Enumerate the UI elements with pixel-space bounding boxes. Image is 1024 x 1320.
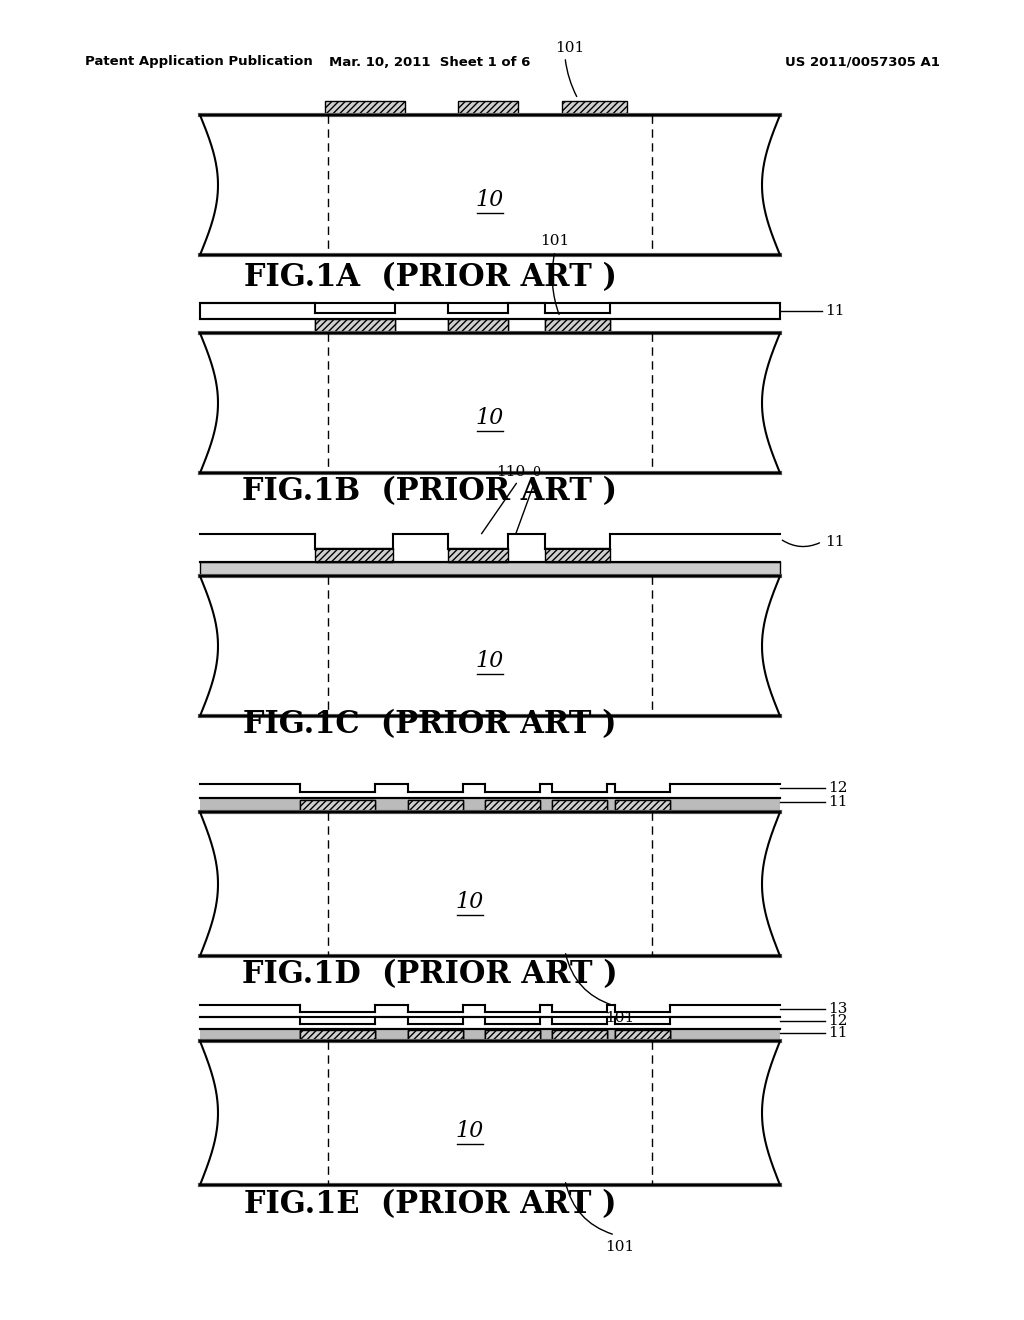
Bar	[552, 800, 607, 812]
Text: 101: 101	[605, 1239, 635, 1254]
Bar	[200, 562, 780, 576]
Bar	[325, 102, 406, 115]
Bar	[552, 800, 607, 812]
Text: Patent Application Publication: Patent Application Publication	[85, 55, 312, 69]
Text: FIG.1E  (PRIOR ART ): FIG.1E (PRIOR ART )	[244, 1189, 616, 1221]
Bar	[485, 800, 540, 812]
Bar	[300, 800, 375, 812]
Text: 13: 13	[828, 1002, 848, 1016]
Bar	[315, 319, 395, 333]
Bar	[615, 800, 670, 812]
Bar	[300, 1030, 375, 1041]
Bar	[200, 799, 780, 812]
Bar	[315, 548, 393, 562]
Text: FIG.1A  (PRIOR ART ): FIG.1A (PRIOR ART )	[244, 263, 616, 293]
Bar	[408, 1030, 463, 1041]
Text: FIG.1D  (PRIOR ART ): FIG.1D (PRIOR ART )	[243, 960, 617, 990]
Bar	[485, 800, 540, 812]
Text: 12: 12	[828, 1014, 848, 1028]
Bar	[449, 319, 508, 333]
Text: FIG.1C  (PRIOR ART ): FIG.1C (PRIOR ART )	[244, 710, 616, 741]
Bar	[485, 1030, 540, 1041]
Bar	[615, 1030, 670, 1041]
Bar	[200, 304, 780, 319]
Bar	[300, 800, 375, 812]
Bar	[615, 800, 670, 812]
Bar	[408, 800, 463, 812]
Text: 101: 101	[555, 41, 585, 55]
Text: 11: 11	[825, 535, 845, 549]
Bar	[552, 1030, 607, 1041]
Bar	[545, 548, 610, 562]
Bar	[300, 800, 375, 812]
Bar	[300, 1030, 375, 1041]
Bar	[485, 1030, 540, 1041]
Bar	[615, 1030, 670, 1041]
Bar	[200, 784, 780, 799]
Bar	[449, 319, 508, 333]
Text: 10: 10	[456, 1119, 484, 1142]
Bar	[552, 800, 607, 812]
Bar	[300, 1030, 375, 1041]
Text: 10: 10	[476, 649, 504, 672]
Bar	[200, 1016, 780, 1030]
Bar	[408, 1030, 463, 1041]
Bar	[562, 102, 627, 115]
Text: 11: 11	[828, 795, 848, 809]
Bar	[449, 548, 508, 562]
Text: 101: 101	[605, 1011, 635, 1026]
Text: 12: 12	[828, 781, 848, 795]
Bar	[200, 1005, 780, 1016]
Text: 11: 11	[828, 1026, 848, 1040]
Bar	[615, 1030, 670, 1041]
Text: 110: 110	[496, 465, 525, 479]
Text: 10: 10	[456, 891, 484, 913]
Bar	[408, 800, 463, 812]
Bar	[300, 1030, 375, 1041]
Bar	[408, 1030, 463, 1041]
Text: 0: 0	[532, 466, 540, 479]
Bar	[408, 1030, 463, 1041]
Text: 101: 101	[541, 234, 569, 248]
Bar	[485, 800, 540, 812]
Bar	[552, 1030, 607, 1041]
Bar	[408, 800, 463, 812]
Text: 11: 11	[825, 304, 845, 318]
Bar	[458, 102, 518, 115]
Bar	[485, 1030, 540, 1041]
Bar	[615, 800, 670, 812]
Text: Mar. 10, 2011  Sheet 1 of 6: Mar. 10, 2011 Sheet 1 of 6	[330, 55, 530, 69]
Text: 10: 10	[476, 189, 504, 211]
Bar	[552, 1030, 607, 1041]
Bar	[200, 1030, 780, 1041]
Bar	[200, 535, 780, 562]
Text: FIG.1B  (PRIOR ART ): FIG.1B (PRIOR ART )	[243, 477, 617, 507]
Text: US 2011/0057305 A1: US 2011/0057305 A1	[785, 55, 940, 69]
Text: 10: 10	[476, 407, 504, 429]
Bar	[552, 1030, 607, 1041]
Bar	[315, 319, 395, 333]
Bar	[200, 304, 780, 319]
Bar	[545, 319, 610, 333]
Bar	[615, 1030, 670, 1041]
Bar	[545, 319, 610, 333]
Bar	[485, 1030, 540, 1041]
